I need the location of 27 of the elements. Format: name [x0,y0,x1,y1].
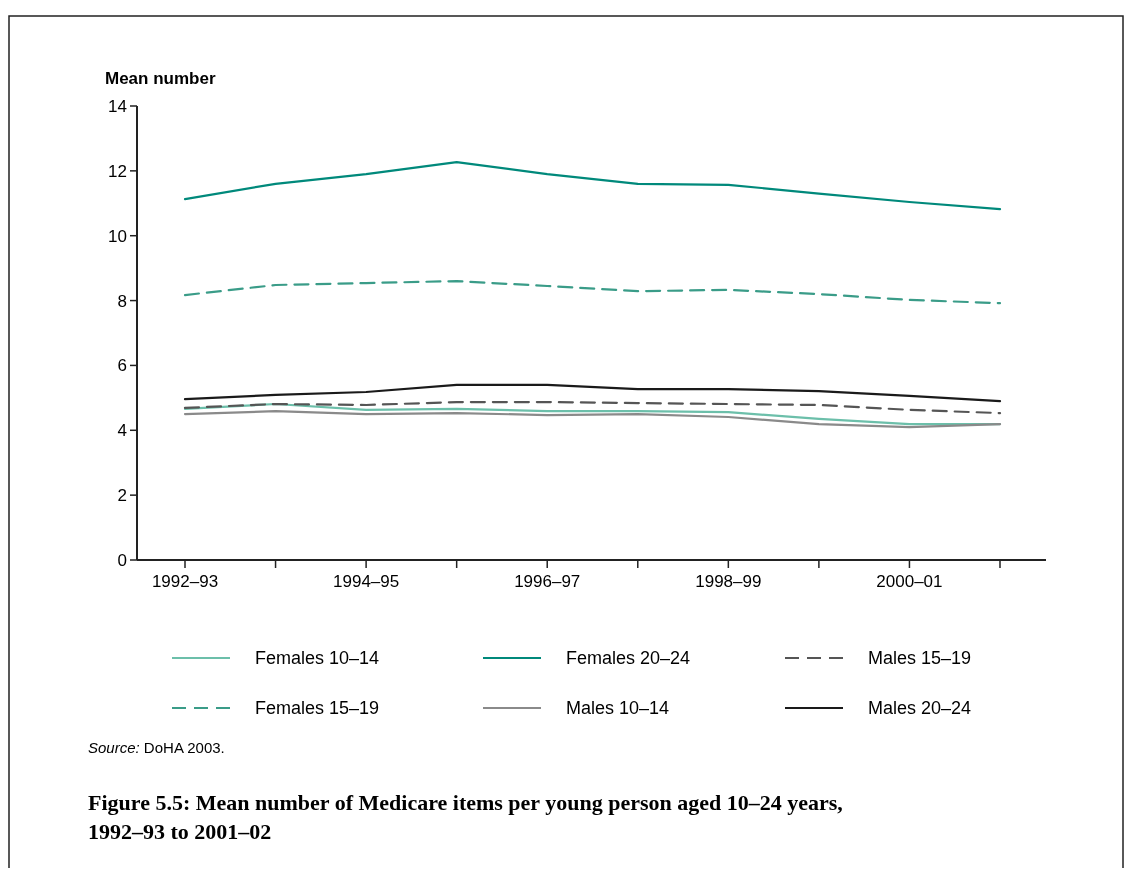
line-series [183,410,1002,429]
y-tick-label: 14 [108,96,127,116]
line-series [183,161,1002,211]
legend-label: Females 15–19 [255,698,380,719]
line-series [183,280,1002,305]
legend-label: Females 20–24 [566,648,691,669]
line-series [183,400,1002,415]
y-tick-label: 8 [117,291,127,311]
x-tick-label: 1996–97 [514,572,581,591]
line-series [183,383,1002,403]
x-tick-label: 1994–95 [333,572,400,591]
legend-label: Males 20–24 [868,698,972,719]
y-tick-label: 4 [117,421,127,441]
y-tick-label: 6 [117,356,127,376]
x-tick-label: 1992–93 [151,572,219,591]
legend-label: Females 10–14 [255,648,380,669]
y-tick-label: 2 [117,486,127,506]
legend-label: Males 10–14 [566,698,670,719]
x-tick-label: 1998–99 [695,572,762,591]
y-tick-label: 0 [117,550,127,570]
y-axis-title: Mean number [105,69,216,88]
x-tick-label: 2000–01 [876,572,943,591]
y-tick-label: 12 [108,161,127,181]
legend-label: Males 15–19 [868,648,972,669]
y-tick-label: 10 [108,226,127,246]
source-note: Source: DoHA 2003. [88,739,225,756]
text: Figure 5.5: Mean number of Medicare items per young person aged 10–24 years, 1992–93 to 2001–02 [88,790,843,844]
